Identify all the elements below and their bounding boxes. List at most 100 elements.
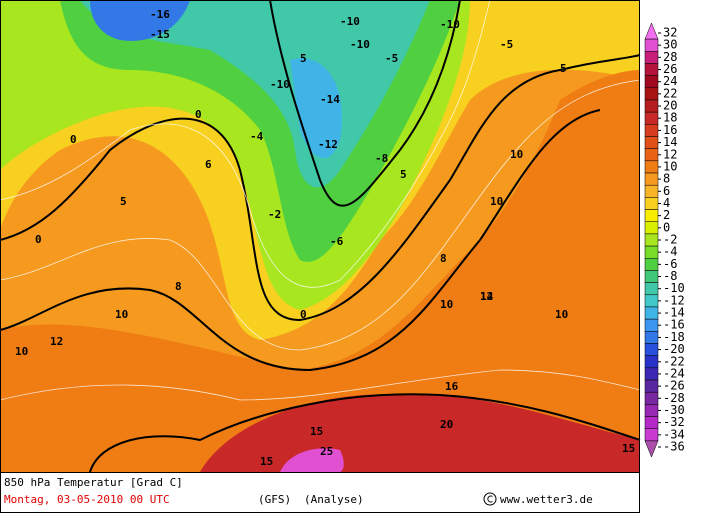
colorbar-label: 16 (663, 123, 677, 137)
colorbar-cell (644, 209, 659, 222)
colorbar-label: 28 (663, 50, 677, 64)
contour-label: 8 (175, 280, 182, 293)
colorbar-cell (644, 391, 659, 405)
isotherm (0, 109, 601, 372)
footer-credit: www.wetter3.de (500, 493, 593, 506)
copyright-icon (483, 492, 497, 506)
contour-label: 10 (555, 308, 568, 321)
contour-label: -15 (150, 28, 170, 41)
contour-label: 5 (400, 168, 407, 181)
colorbar-cell (644, 379, 659, 393)
colorbar-cell (644, 87, 659, 101)
colorbar-cell (644, 331, 659, 344)
colorbar-label: -16 (663, 318, 685, 332)
colorbar-label: -6 (663, 257, 677, 271)
colorbar-cell (644, 197, 659, 210)
colorbar-label: -20 (663, 342, 685, 356)
contour-label: 5 (120, 195, 127, 208)
contour-label: -12 (318, 138, 338, 151)
colorbar-label: -12 (663, 293, 685, 307)
cold-core (290, 58, 342, 159)
colorbar-label: 24 (663, 74, 677, 88)
contour-label: 20 (440, 418, 453, 431)
colorbar-label: -4 (663, 245, 677, 259)
colorbar-cell (644, 184, 659, 198)
contour-label: -10 (270, 78, 290, 91)
contour-label: -5 (385, 52, 398, 65)
colorbar-label: -18 (663, 330, 685, 344)
isotherm (269, 0, 461, 207)
colorbar-cell (644, 38, 659, 52)
colorbar-cell (644, 428, 659, 442)
colorbar-label: 20 (663, 99, 677, 113)
cold-cyan (80, 0, 430, 188)
map (0, 0, 641, 473)
contour-label: 10 (440, 298, 453, 311)
contour-label: 10 (510, 148, 523, 161)
isotherm (0, 54, 641, 322)
colorbar-cell (644, 367, 659, 381)
colorbar-label: -2 (663, 233, 677, 247)
colorbar-label: -34 (663, 427, 685, 441)
contour-label: 12 (50, 335, 63, 348)
contour-label: -10 (340, 15, 360, 28)
colorbar-label: -32 (663, 415, 685, 429)
colorbar-cell (644, 148, 659, 162)
colorbar-label: 6 (663, 184, 670, 198)
contour-label: -5 (500, 38, 513, 51)
contour-label: -4 (250, 130, 264, 143)
contour-label: 0 (300, 308, 307, 321)
colorbar-cell (644, 318, 659, 332)
very-cold (90, 0, 190, 41)
colorbar-cell (644, 294, 659, 308)
colorbar-label: -28 (663, 391, 685, 405)
contour-label: 6 (205, 158, 212, 171)
contour-label: 15 (622, 442, 635, 455)
contour-label: 10 (490, 195, 503, 208)
colorbar-label: 8 (663, 172, 670, 186)
colorbar-label: -26 (663, 379, 685, 393)
colorbar-cell (644, 51, 659, 64)
colorbar-cell (644, 99, 659, 113)
colorbar-label: 18 (663, 111, 677, 125)
contour-label: 14 (480, 290, 494, 303)
contour-label: 25 (320, 445, 333, 458)
colorbar-label: 26 (663, 62, 677, 76)
contour-label: 5 (300, 52, 307, 65)
colorbar-label: 4 (663, 196, 670, 210)
thin-isotherms (0, 0, 641, 401)
colorbar-cell (644, 404, 659, 417)
isotherms (0, 0, 641, 473)
colorbar-label: 0 (663, 220, 670, 234)
footer-run: (Analyse) (304, 493, 364, 506)
colorbar-label: 10 (663, 159, 677, 173)
colorbar-label: -10 (663, 281, 685, 295)
colorbar-label: 22 (663, 86, 677, 100)
isotherm (89, 393, 641, 473)
contour-label: 16 (445, 380, 459, 393)
colorbar-cell (644, 136, 659, 149)
contour-label: -14 (320, 93, 340, 106)
colorbar-label: -14 (663, 306, 685, 320)
colorbar-label: 2 (663, 208, 670, 222)
colorbar-cell (644, 233, 659, 247)
colorbar-cell (644, 355, 659, 369)
colorbar-label: -36 (663, 440, 685, 454)
colorbar-cell (644, 160, 659, 174)
colorbar-cell (644, 172, 659, 186)
colorbar-label: 32 (663, 26, 677, 40)
colorbar-label: 30 (663, 38, 677, 52)
contour-label: -16 (150, 8, 170, 21)
contour-label: 15 (310, 425, 323, 438)
colorbar-cell (644, 124, 659, 137)
colorbar-cell (644, 306, 659, 320)
colorbar-cell (644, 63, 659, 76)
contour-label: 10 (15, 345, 28, 358)
contour-label: 12 (480, 290, 493, 303)
map-labels: -16 -15 -10 -10 -10 -5 -5 -10 -14 -12 -8 -6 -4 -2 0 0 0 0… (15, 8, 635, 468)
contour-label: 0 (70, 133, 77, 146)
contour-label: -8 (375, 152, 388, 165)
colorbar-label: -22 (663, 354, 685, 368)
